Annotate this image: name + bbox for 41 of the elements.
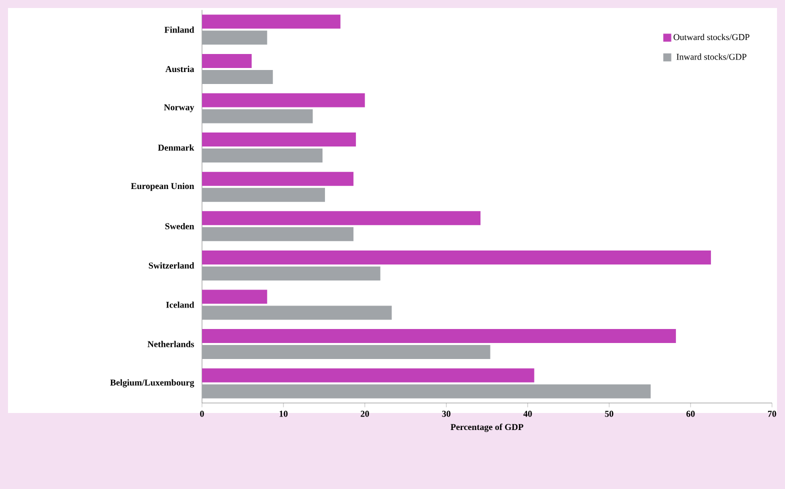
y-tick-label: Netherlands (148, 340, 194, 348)
x-tick-label: 40 (523, 410, 532, 417)
x-tick-label: 60 (686, 410, 695, 417)
x-tick-label: 30 (442, 410, 450, 417)
bar (202, 14, 340, 29)
bar (202, 250, 711, 264)
bar (202, 30, 268, 45)
bar (202, 172, 354, 186)
x-tick-label: 20 (360, 410, 370, 417)
y-tick-label: Iceland (166, 302, 194, 308)
bar (202, 345, 490, 360)
bar (202, 290, 268, 304)
y-tick-label: Denmark (158, 144, 194, 151)
bar (202, 70, 273, 84)
legend-label: Outward stocks/GDP (674, 34, 750, 40)
bar (202, 148, 323, 163)
y-tick-label: Switzerland (148, 262, 194, 269)
bar (202, 132, 356, 147)
x-tick-label: 0 (200, 410, 204, 417)
bar (202, 227, 354, 242)
y-tick-label: Sweden (165, 222, 194, 230)
bar (202, 211, 480, 226)
bar (202, 306, 392, 320)
bar (202, 54, 252, 68)
y-tick-label: Belgium/Luxembourg (110, 379, 194, 388)
bar (202, 109, 313, 124)
bar (202, 188, 325, 202)
bar (202, 384, 651, 398)
x-tick-label: 70 (768, 410, 776, 417)
x-tick-label: 50 (605, 410, 614, 417)
bar (202, 368, 534, 382)
y-tick-label: Norway (164, 104, 194, 112)
y-tick-label: Austria (165, 66, 194, 72)
legend-label: Inward stocks/GDP (676, 54, 746, 60)
x-axis-title: Percentage of GDP (450, 424, 524, 432)
bar (202, 329, 676, 344)
y-tick-label: European Union (131, 182, 194, 191)
y-tick-label: Finland (164, 26, 194, 33)
bar (202, 93, 365, 108)
bar (202, 266, 380, 280)
x-tick-label: 10 (280, 410, 288, 417)
